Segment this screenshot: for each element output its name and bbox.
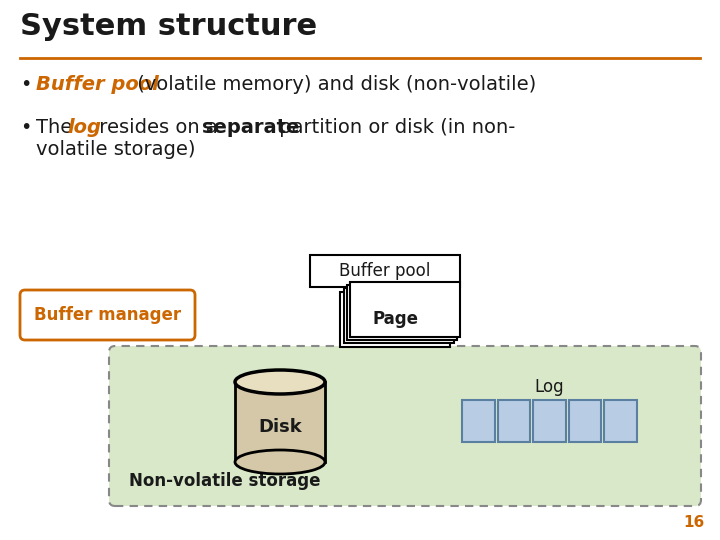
Text: Log: Log (535, 378, 564, 396)
Text: Buffer manager: Buffer manager (34, 306, 181, 324)
Bar (604, 400, 637, 442)
Text: The: The (36, 118, 78, 137)
Text: partition or disk (in non-: partition or disk (in non- (273, 118, 515, 137)
FancyBboxPatch shape (20, 290, 195, 340)
Text: resides on a: resides on a (93, 118, 224, 137)
Bar (347, 285, 457, 340)
Text: volatile storage): volatile storage) (36, 140, 196, 159)
Bar (534, 400, 566, 442)
Text: •: • (20, 118, 32, 137)
Text: Non-volatile storage: Non-volatile storage (129, 472, 320, 490)
Bar (344, 288, 454, 343)
Text: (volatile memory) and disk (non‑volatile): (volatile memory) and disk (non‑volatile… (130, 75, 536, 94)
Ellipse shape (235, 370, 325, 394)
Text: •: • (20, 75, 32, 94)
Text: Disk: Disk (258, 418, 302, 436)
Bar (498, 400, 530, 442)
Bar (340, 292, 450, 347)
Text: Buffer pool: Buffer pool (339, 262, 431, 280)
Bar (235, 382, 325, 462)
Text: log: log (67, 118, 102, 137)
Bar (350, 282, 460, 337)
Bar (310, 255, 460, 287)
Text: 16: 16 (684, 515, 705, 530)
Text: separate: separate (202, 118, 300, 137)
Text: Buffer pool: Buffer pool (36, 75, 158, 94)
Text: Page: Page (372, 310, 418, 328)
Bar (569, 400, 601, 442)
Text: System structure: System structure (20, 12, 317, 41)
FancyBboxPatch shape (109, 346, 701, 506)
Bar (462, 400, 495, 442)
Ellipse shape (235, 450, 325, 474)
